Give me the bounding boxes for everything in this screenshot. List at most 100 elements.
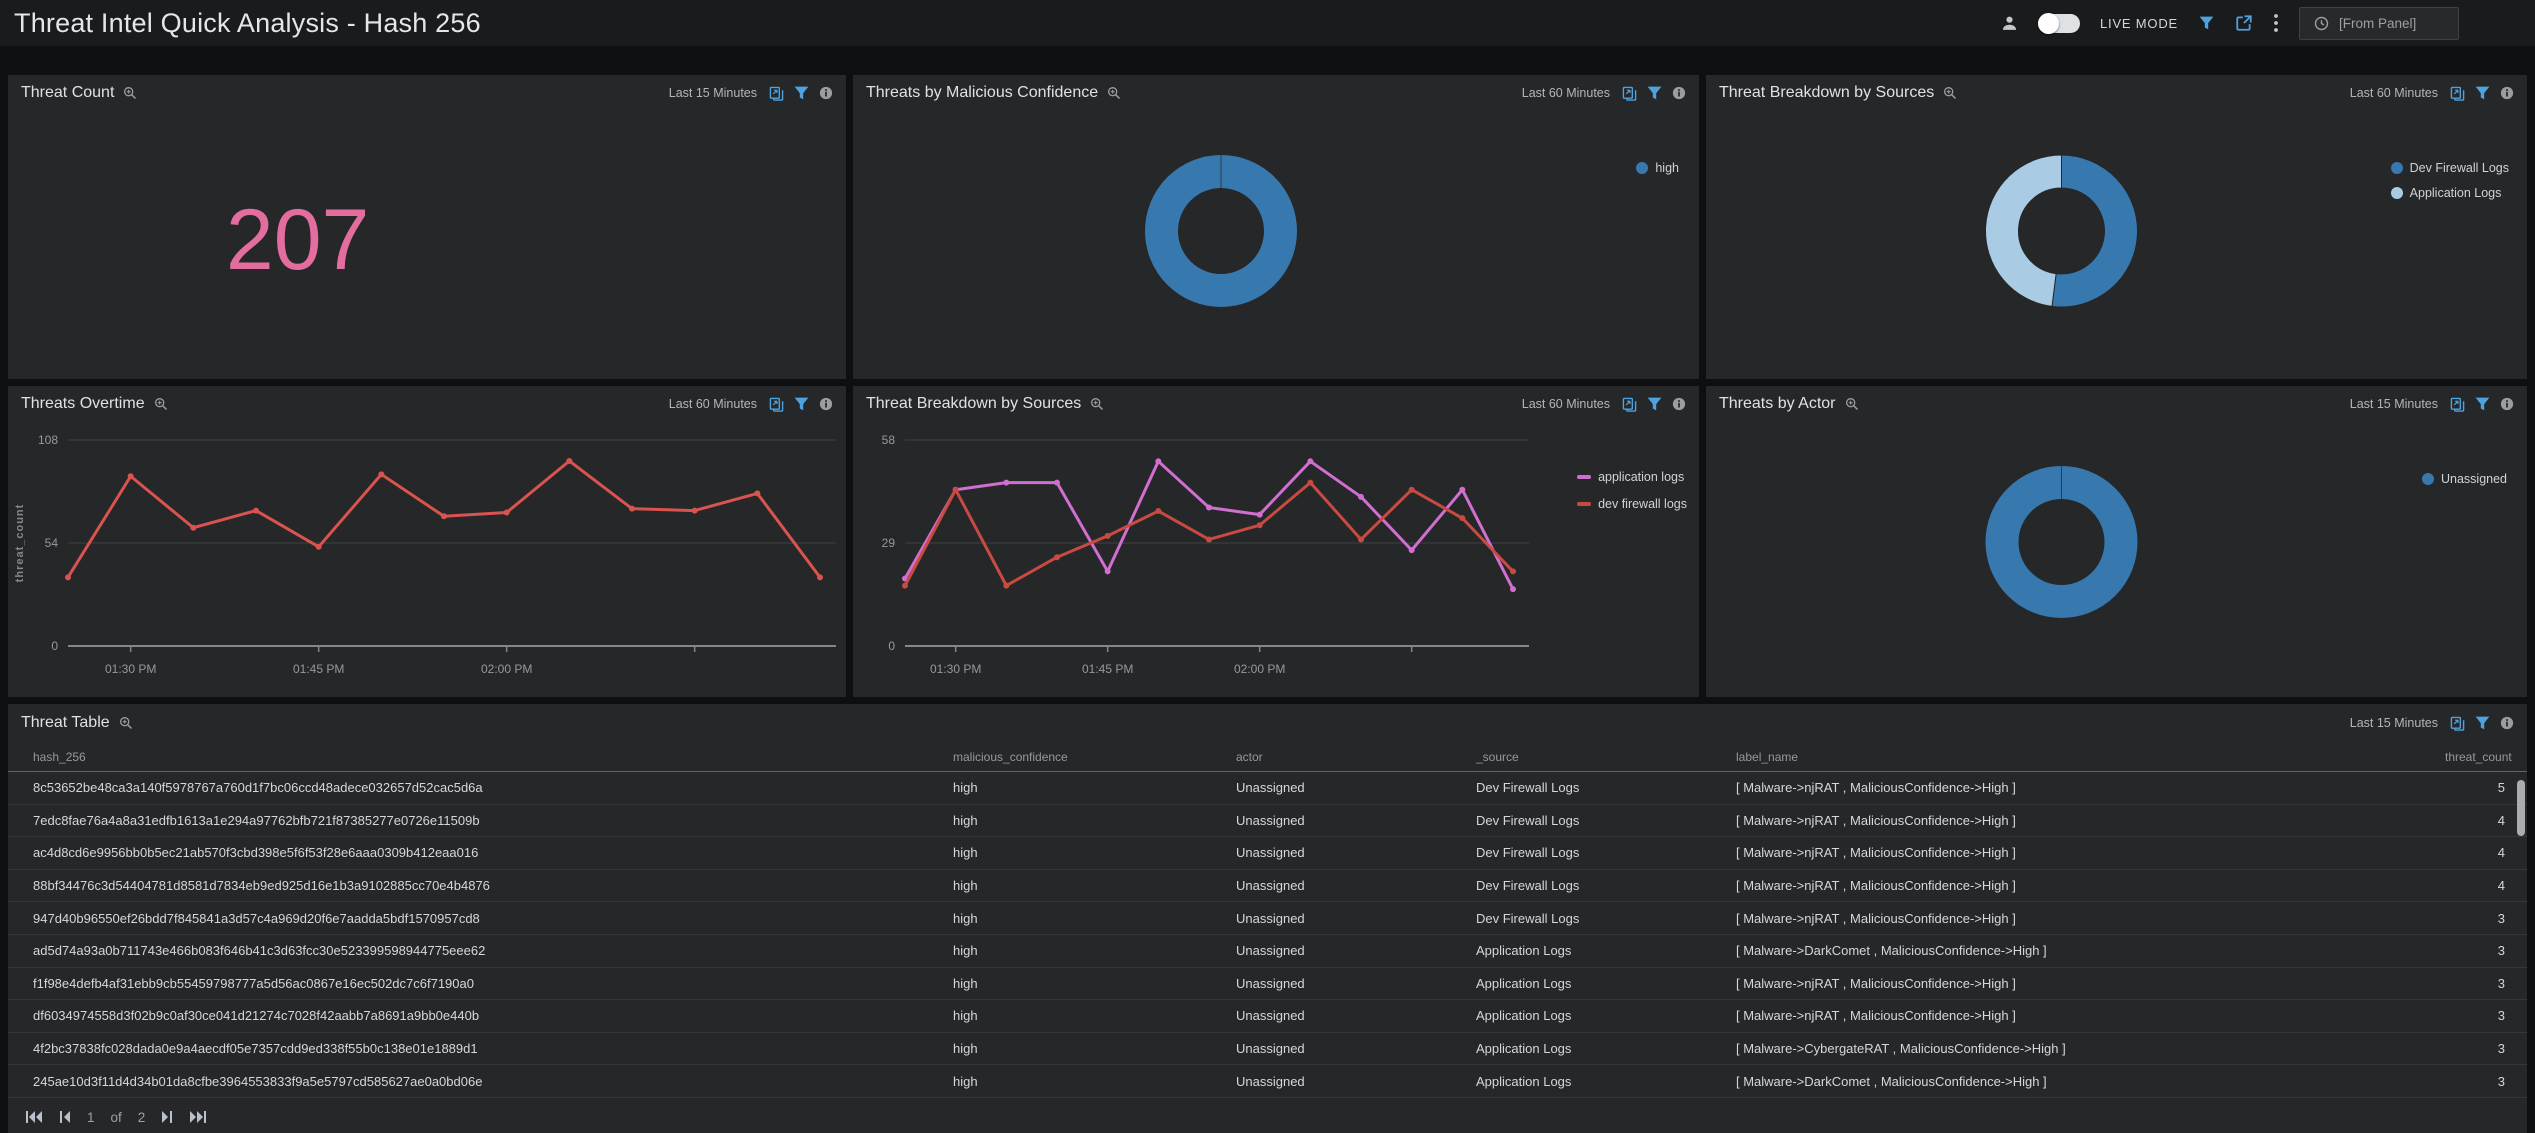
column-header-malicious_confidence[interactable]: malicious_confidence	[953, 749, 1068, 764]
legend-item[interactable]: high	[1636, 161, 1679, 175]
panel-threats-overtime: Threats Overtime Last 60 Minutes 0 54 108 0…	[8, 386, 846, 697]
zoom-icon[interactable]	[1090, 397, 1104, 411]
zoom-icon[interactable]	[1943, 86, 1957, 100]
filter-icon[interactable]	[2198, 15, 2215, 32]
zoom-icon[interactable]	[1845, 397, 1859, 411]
line-chart-threats-overtime[interactable]: 0 54 108 01:30 PM 01:45 PM 02:00 PM threat_cou…	[8, 422, 846, 699]
open-in-search-icon[interactable]	[1622, 86, 1637, 101]
column-header-hash_256[interactable]: hash_256	[33, 749, 86, 764]
table-cell: Unassigned	[1236, 845, 1305, 861]
zoom-icon[interactable]	[154, 397, 168, 411]
live-mode-label: LIVE MODE	[2100, 15, 2178, 31]
table-cell: 3	[2497, 943, 2505, 959]
table-row[interactable]: 8c53652be48ca3a140f5978767a760d1f7bc06cc…	[8, 772, 2527, 805]
panel-info-icon[interactable]	[1672, 397, 1686, 411]
panel-info-icon[interactable]	[2500, 397, 2514, 411]
table-cell: 3	[2497, 1041, 2505, 1057]
panel-title: Threats by Actor	[1719, 395, 1836, 412]
first-page-button[interactable]	[25, 1110, 43, 1124]
table-scrollbar[interactable]	[2517, 780, 2525, 836]
table-row[interactable]: 947d40b96550ef26bdd7f845841a3d57c4a969d2…	[8, 902, 2527, 935]
last-page-button[interactable]	[189, 1110, 207, 1124]
zoom-icon[interactable]	[123, 86, 137, 100]
table-cell: 88bf34476c3d54404781d8581d7834eb9ed925d1…	[33, 878, 490, 894]
line-chart-source-breakdown[interactable]: 0 29 58 01:30 PM 01:45 PM 02:00 PM	[853, 422, 1699, 699]
panel-header: Threats by Malicious Confidence Last 60 …	[853, 75, 1699, 111]
time-range-selector[interactable]: [From Panel]	[2299, 6, 2459, 40]
table-row[interactable]: f1f98e4defb4af31ebb9cb55459798777a5d56ac…	[8, 968, 2527, 1001]
panel-info-icon[interactable]	[2500, 716, 2514, 730]
table-cell: Application Logs	[1476, 943, 1572, 959]
table-cell: 3	[2497, 975, 2505, 991]
panel-time-range[interactable]: Last 15 Minutes	[2349, 716, 2438, 730]
time-range-value: [From Panel]	[2339, 15, 2417, 31]
column-header-actor[interactable]: actor	[1236, 749, 1263, 764]
table-cell: Unassigned	[1236, 975, 1305, 991]
legend-item[interactable]: dev firewall logs	[1577, 497, 1687, 511]
legend-item[interactable]: Unassigned	[2421, 472, 2507, 486]
table-header-row: hash_256 malicious_confidence actor _source…	[8, 742, 2527, 772]
table-cell: high	[953, 910, 978, 926]
live-mode-toggle[interactable]	[2038, 12, 2080, 34]
more-menu-icon[interactable]	[2273, 13, 2279, 33]
table-row[interactable]: 4f2bc37838fc028dada0e9a4aecdf05e7357cdd9…	[8, 1033, 2527, 1066]
pagination: 1 of 2	[8, 1101, 2527, 1133]
open-in-search-icon[interactable]	[769, 86, 784, 101]
table-row[interactable]: 88bf34476c3d54404781d8581d7834eb9ed925d1…	[8, 870, 2527, 903]
table-row[interactable]: 7edc8fae76a4a8a31edfb1613a1e294a97762bfb…	[8, 805, 2527, 838]
open-in-search-icon[interactable]	[769, 397, 784, 412]
panel-filter-icon[interactable]	[1646, 396, 1663, 413]
chart-legend: high	[1636, 161, 1679, 175]
top-bar-controls: LIVE MODE [From Panel]	[2001, 6, 2459, 40]
legend-item[interactable]: Dev Firewall Logs	[2390, 161, 2509, 175]
svg-text:01:30 PM: 01:30 PM	[930, 662, 981, 676]
panel-time-range[interactable]: Last 60 Minutes	[668, 397, 757, 411]
panel-title: Threats by Malicious Confidence	[866, 84, 1099, 101]
panel-filter-icon[interactable]	[2474, 396, 2491, 413]
open-in-search-icon[interactable]	[1622, 397, 1637, 412]
panel-time-range[interactable]: Last 15 Minutes	[668, 86, 757, 100]
legend-item[interactable]: Application Logs	[2390, 186, 2509, 200]
panel-info-icon[interactable]	[819, 397, 833, 411]
share-icon[interactable]	[2235, 14, 2253, 32]
table-cell: 4	[2497, 812, 2505, 828]
zoom-icon[interactable]	[1107, 86, 1121, 100]
panel-filter-icon[interactable]	[2474, 85, 2491, 102]
open-in-search-icon[interactable]	[2450, 716, 2465, 731]
panel-filter-icon[interactable]	[793, 85, 810, 102]
table-cell: Unassigned	[1236, 1041, 1305, 1057]
current-page[interactable]: 1	[87, 1109, 95, 1125]
open-in-search-icon[interactable]	[2450, 397, 2465, 412]
zoom-icon[interactable]	[119, 716, 133, 730]
legend-item[interactable]: application logs	[1577, 470, 1687, 484]
table-row[interactable]: ac4d8cd6e9956bb0b5ec21ab570f3cbd398e5f6f…	[8, 837, 2527, 870]
next-page-button[interactable]	[161, 1110, 173, 1124]
donut-chart-malicious-confidence[interactable]	[853, 111, 1699, 384]
panel-filter-icon[interactable]	[1646, 85, 1663, 102]
panel-time-range[interactable]: Last 60 Minutes	[1521, 397, 1610, 411]
column-header-threat_count[interactable]: threat_count	[2445, 749, 2512, 764]
panel-time-range[interactable]: Last 60 Minutes	[1521, 86, 1610, 100]
donut-chart-actor[interactable]	[1706, 422, 2527, 702]
svg-text:54: 54	[45, 536, 59, 550]
table-cell: high	[953, 943, 978, 959]
table-row[interactable]: df6034974558d3f02b9c0af30ce041d21274c702…	[8, 1000, 2527, 1033]
previous-page-button[interactable]	[59, 1110, 71, 1124]
panel-info-icon[interactable]	[1672, 86, 1686, 100]
panel-time-range[interactable]: Last 15 Minutes	[2349, 397, 2438, 411]
table-row[interactable]: ad5d74a93a0b711743e466b083f646b41c3d63fc…	[8, 935, 2527, 968]
table-row[interactable]: 245ae10d3f11d4d34b01da8cfbe3964553833f9a…	[8, 1065, 2527, 1098]
panel-info-icon[interactable]	[819, 86, 833, 100]
donut-chart-sources[interactable]	[1706, 111, 2527, 384]
table-cell: 5	[2497, 780, 2505, 796]
panel-filter-icon[interactable]	[2474, 715, 2491, 732]
column-header-_source[interactable]: _source	[1476, 749, 1519, 764]
open-in-search-icon[interactable]	[2450, 86, 2465, 101]
user-icon[interactable]	[2001, 15, 2018, 32]
column-header-label_name[interactable]: label_name	[1736, 749, 1799, 764]
panel-info-icon[interactable]	[2500, 86, 2514, 100]
svg-text:02:00 PM: 02:00 PM	[481, 662, 532, 676]
table-cell: 7edc8fae76a4a8a31edfb1613a1e294a97762bfb…	[33, 812, 480, 828]
panel-filter-icon[interactable]	[793, 396, 810, 413]
panel-time-range[interactable]: Last 60 Minutes	[2349, 86, 2438, 100]
